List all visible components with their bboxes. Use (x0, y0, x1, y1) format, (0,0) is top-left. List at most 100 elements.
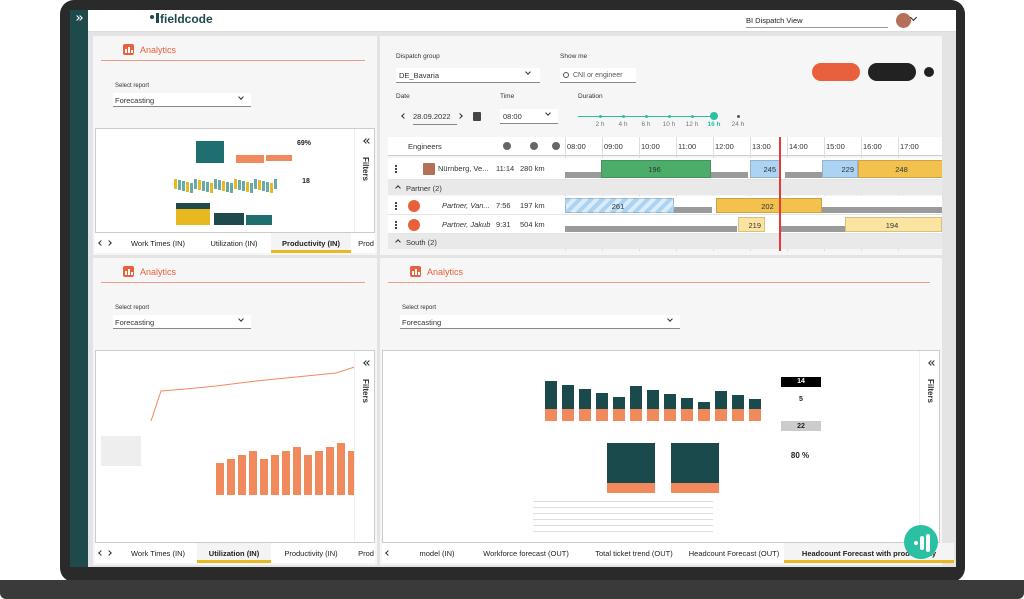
report-tab[interactable]: Prod (358, 239, 374, 248)
report-tab[interactable]: Prod (358, 549, 374, 558)
title-underline (101, 60, 365, 61)
shape (206, 182, 209, 192)
duration-dot[interactable] (690, 114, 694, 118)
report-tab[interactable]: Utilization (IN) (197, 543, 271, 563)
engineer-name: Partner, Van... (442, 201, 490, 209)
analytics-icon (123, 266, 134, 277)
thumbnail-label: 14 (797, 378, 805, 385)
field-label: Show me (560, 53, 588, 60)
field-label: Date (396, 93, 410, 100)
hour-label: 11:00 (678, 142, 697, 151)
task-block[interactable]: 196 (601, 160, 711, 178)
shape (266, 155, 292, 161)
report-tab[interactable]: Work Times (IN) (130, 549, 186, 558)
duration-label[interactable]: 24 h (731, 121, 745, 128)
engineer-time: 7:56 (496, 200, 511, 210)
report-select[interactable]: Forecasting (113, 93, 251, 107)
help-button[interactable] (924, 67, 934, 77)
date-value[interactable]: 28.09.2022 (413, 113, 457, 125)
report-select[interactable]: Forecasting (113, 315, 251, 329)
duration-label[interactable]: 10 h (662, 121, 676, 128)
view-select[interactable]: BI Dispatch View (746, 14, 888, 28)
search-box[interactable]: CNI or engineer (560, 68, 636, 83)
duration-dot[interactable] (644, 114, 648, 118)
select-label: Select report (115, 83, 150, 89)
thumbnail-svg (174, 141, 292, 225)
icon-bar (131, 272, 133, 275)
icon-bar (418, 272, 420, 275)
filters-label[interactable]: Filters (361, 379, 370, 404)
task-block[interactable]: 202 (716, 198, 822, 213)
group-row[interactable] (388, 180, 942, 195)
thumbnail-label: 22 (797, 423, 805, 430)
panel-title: Analytics (140, 45, 177, 55)
group-row[interactable] (388, 234, 942, 249)
idle-block (860, 207, 942, 213)
report-value: Forecasting (402, 318, 442, 327)
shape (607, 443, 655, 483)
idle-block (565, 226, 676, 232)
shape (250, 183, 253, 193)
task-block[interactable]: 248 (858, 160, 942, 178)
duration-label[interactable]: 6 h (641, 121, 651, 128)
filters-strip: Filters (354, 351, 374, 542)
icon-bar (412, 271, 414, 275)
duration-label[interactable]: 4 h (618, 121, 628, 128)
duration-dot[interactable] (621, 114, 625, 118)
filters-label[interactable]: Filters (361, 157, 370, 182)
shape (613, 409, 625, 421)
report-tab[interactable]: Utilization (IN) (210, 239, 258, 248)
filters-label[interactable]: Filters (926, 379, 935, 404)
shape (238, 455, 246, 495)
task-block[interactable]: 229 (822, 160, 858, 178)
shape (681, 398, 693, 409)
select-label: Select report (402, 305, 437, 311)
report-select[interactable]: Forecasting (400, 315, 680, 329)
chevron (366, 360, 372, 366)
action-button[interactable] (868, 63, 916, 81)
task-block[interactable]: 194 (845, 217, 942, 232)
task-block[interactable]: 245 (750, 160, 780, 178)
duration-dot[interactable] (736, 114, 740, 118)
avatar[interactable] (896, 13, 911, 28)
dispatch-group-select[interactable]: DE_Bavaria (396, 68, 540, 83)
shape (304, 455, 312, 495)
engineer-time: 9:31 (496, 219, 511, 229)
shape (198, 180, 201, 190)
shape (596, 409, 608, 421)
duration-dot[interactable] (667, 114, 671, 118)
report-tab[interactable]: Total ticket trend (OUT) (595, 549, 673, 558)
duration-label[interactable]: 2 h (595, 121, 605, 128)
duration-label[interactable]: 16 h (707, 121, 721, 128)
column-icon (503, 142, 511, 150)
icon-bar (131, 50, 133, 53)
report-tab[interactable]: Work Times (IN) (130, 239, 186, 248)
report-tab[interactable]: Productivity (IN) (284, 549, 338, 558)
calendar-icon[interactable] (473, 112, 481, 121)
shape (282, 451, 290, 495)
row-menu (395, 201, 397, 210)
analytics-panel: Analytics Select report Forecasting Filters… (380, 258, 954, 565)
action-button[interactable] (812, 63, 860, 81)
duration-dot[interactable] (710, 112, 718, 120)
report-tab[interactable]: Headcount Forecast (OUT) (688, 549, 780, 558)
shape (715, 391, 727, 409)
icon-bar (415, 269, 417, 275)
report-tab[interactable]: Workforce forecast (OUT) (483, 549, 569, 558)
shape (545, 409, 557, 421)
duration-dot[interactable] (598, 114, 602, 118)
time-select[interactable]: 08:00 (500, 109, 558, 124)
shape (579, 409, 591, 421)
thumbnail-svg (101, 364, 362, 495)
column-icon (530, 142, 538, 150)
task-block[interactable]: 261 (565, 198, 674, 213)
duration-label[interactable]: 12 h (685, 121, 699, 128)
report-tab[interactable]: model (IN) (419, 549, 455, 558)
task-block[interactable]: 219 (738, 217, 765, 232)
row-menu (395, 220, 397, 229)
chat-button[interactable] (904, 525, 938, 559)
shape (698, 402, 710, 409)
shape (236, 155, 264, 163)
report-tab[interactable]: Productivity (IN) (271, 233, 351, 253)
tab-bar: Work Times (IN) Utilization (IN) Productiv… (95, 233, 375, 253)
